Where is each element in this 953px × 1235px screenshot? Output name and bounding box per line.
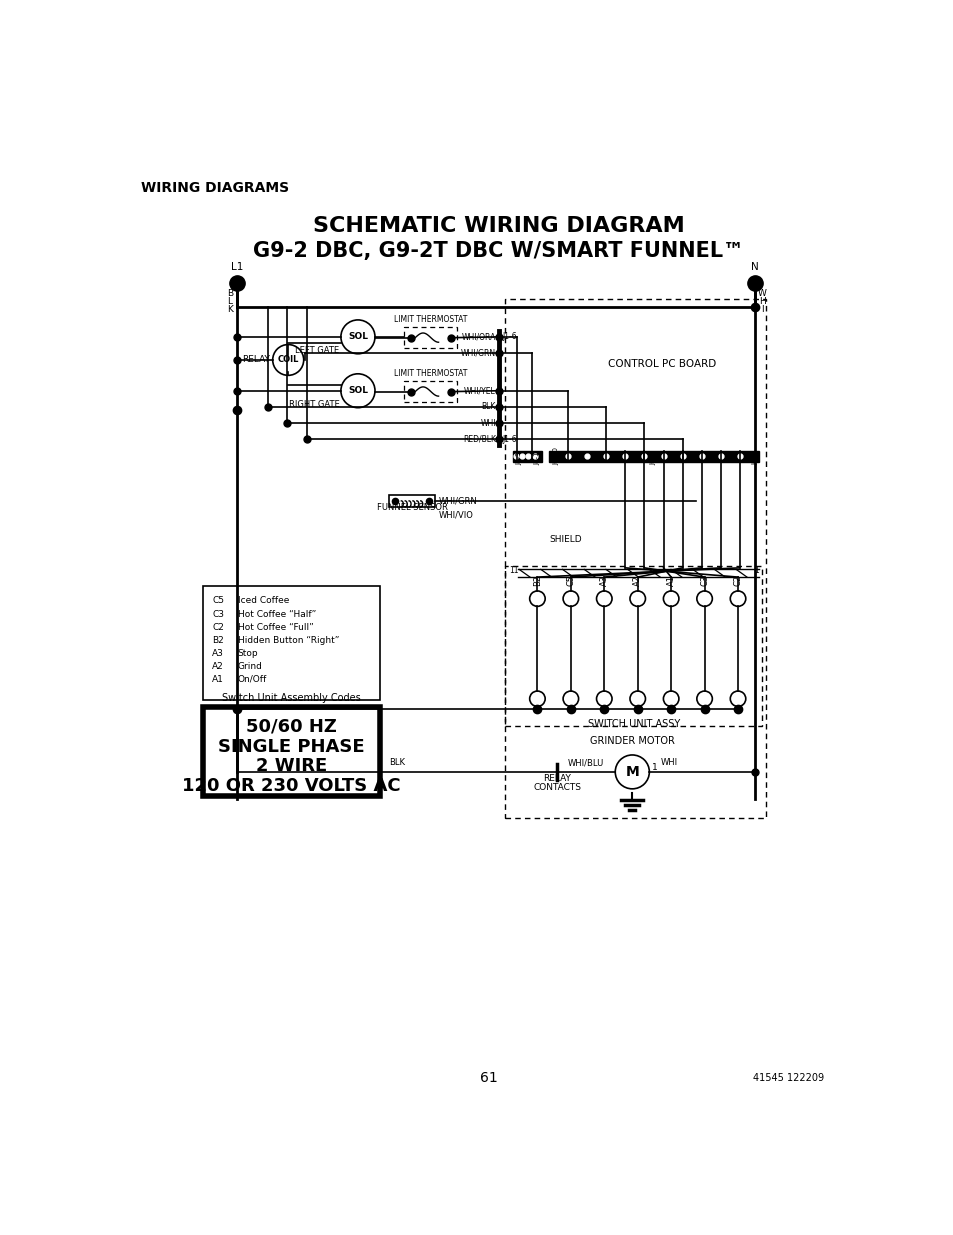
Text: C3: C3 — [212, 610, 224, 619]
Text: WHI: WHI — [480, 419, 496, 427]
Text: WHI/GRN: WHI/GRN — [438, 496, 476, 505]
Text: SCHEMATIC WIRING DIAGRAM: SCHEMATIC WIRING DIAGRAM — [313, 216, 684, 236]
Text: WHI: WHI — [660, 758, 678, 767]
Text: G9-2 DBC, G9-2T DBC W/SMART FUNNEL™: G9-2 DBC, G9-2T DBC W/SMART FUNNEL™ — [253, 241, 743, 261]
Text: A1: A1 — [212, 676, 224, 684]
Text: B: B — [227, 289, 233, 298]
Text: L: L — [228, 296, 233, 306]
Text: 50/60 HZ: 50/60 HZ — [246, 718, 336, 736]
Text: Iced Coffee: Iced Coffee — [237, 597, 289, 605]
Bar — [505, 567, 761, 726]
Text: 1: 1 — [753, 567, 758, 576]
Text: WHI/ORA: WHI/ORA — [461, 332, 496, 341]
Text: J6-10: J6-10 — [553, 447, 558, 464]
Text: 41545 122209: 41545 122209 — [753, 1073, 823, 1083]
Bar — [203, 585, 379, 699]
Text: Hidden Button “Right”: Hidden Button “Right” — [237, 636, 339, 645]
Text: A3: A3 — [212, 648, 224, 658]
Text: GRINDER MOTOR: GRINDER MOTOR — [589, 736, 674, 746]
Text: Stop: Stop — [237, 648, 258, 658]
Text: M: M — [625, 764, 639, 779]
Text: J8-1: J8-1 — [534, 451, 540, 464]
Text: N: N — [750, 262, 758, 272]
Text: On/Off: On/Off — [237, 676, 267, 684]
Text: J8-3: J8-3 — [516, 451, 521, 464]
Text: RELAY: RELAY — [542, 774, 571, 783]
Text: 1: 1 — [651, 763, 657, 772]
Text: C2: C2 — [733, 574, 741, 585]
Text: J6-1: J6-1 — [752, 451, 758, 464]
Text: I: I — [760, 305, 763, 314]
Text: Grind: Grind — [237, 662, 262, 671]
Text: WIRING DIAGRAMS: WIRING DIAGRAMS — [141, 180, 289, 195]
Text: LIMIT THERMOSTAT: LIMIT THERMOSTAT — [394, 315, 467, 324]
Text: J1-6: J1-6 — [502, 332, 517, 341]
Text: A2: A2 — [633, 574, 641, 585]
Text: WHI/VIO: WHI/VIO — [438, 510, 473, 519]
Text: CONTROL PC BOARD: CONTROL PC BOARD — [607, 359, 715, 369]
Bar — [404, 380, 456, 403]
Text: BLK: BLK — [389, 758, 405, 767]
Text: Hot Coffee “Full”: Hot Coffee “Full” — [237, 622, 314, 631]
Bar — [203, 708, 379, 795]
Text: 2 WIRE: 2 WIRE — [255, 757, 327, 776]
Text: Switch Unit Assembly Codes: Switch Unit Assembly Codes — [222, 693, 360, 704]
Text: B2: B2 — [212, 636, 224, 645]
Text: H: H — [759, 296, 765, 306]
Text: LIMIT THERMOSTAT: LIMIT THERMOSTAT — [394, 369, 467, 378]
Text: L1: L1 — [231, 262, 243, 272]
Text: BLK: BLK — [481, 403, 496, 411]
Bar — [513, 451, 542, 462]
Bar — [389, 495, 435, 508]
Text: W: W — [758, 289, 766, 298]
Text: C5: C5 — [566, 574, 575, 585]
Text: C3: C3 — [700, 574, 708, 585]
Text: B2: B2 — [533, 574, 541, 585]
Text: 11: 11 — [509, 567, 518, 576]
Text: J1-6: J1-6 — [502, 435, 517, 443]
Bar — [404, 327, 456, 348]
Text: SHIELD: SHIELD — [549, 535, 581, 543]
Text: RELAY: RELAY — [242, 356, 270, 364]
Bar — [505, 299, 765, 818]
Text: SOL: SOL — [348, 387, 368, 395]
Text: RED/BLK: RED/BLK — [462, 435, 496, 443]
Text: J6-5: J6-5 — [649, 451, 656, 464]
Text: SWITCH UNIT ASSY: SWITCH UNIT ASSY — [587, 719, 679, 729]
Text: A1: A1 — [666, 574, 675, 585]
Text: COIL: COIL — [277, 356, 298, 364]
Text: 61: 61 — [479, 1071, 497, 1086]
Text: WHI/GRN: WHI/GRN — [460, 348, 496, 357]
Text: SOL: SOL — [348, 332, 368, 341]
Bar — [549, 451, 758, 462]
Text: WHI/BLU: WHI/BLU — [567, 758, 603, 767]
Text: K: K — [227, 305, 233, 314]
Text: SINGLE PHASE: SINGLE PHASE — [217, 737, 364, 756]
Text: C2: C2 — [212, 622, 224, 631]
Text: C5: C5 — [212, 597, 224, 605]
Text: CONTACTS: CONTACTS — [533, 783, 580, 792]
Text: RIGHT GATE: RIGHT GATE — [289, 400, 339, 409]
Text: A3: A3 — [599, 574, 608, 585]
Text: WHI/YEL: WHI/YEL — [464, 387, 496, 395]
Text: FUNNEL SENSOR: FUNNEL SENSOR — [376, 503, 447, 511]
Text: LEFT GATE: LEFT GATE — [294, 346, 339, 356]
Text: 120 OR 230 VOLTS AC: 120 OR 230 VOLTS AC — [182, 777, 400, 795]
Text: Hot Coffee “Half”: Hot Coffee “Half” — [237, 610, 315, 619]
Text: A2: A2 — [212, 662, 224, 671]
